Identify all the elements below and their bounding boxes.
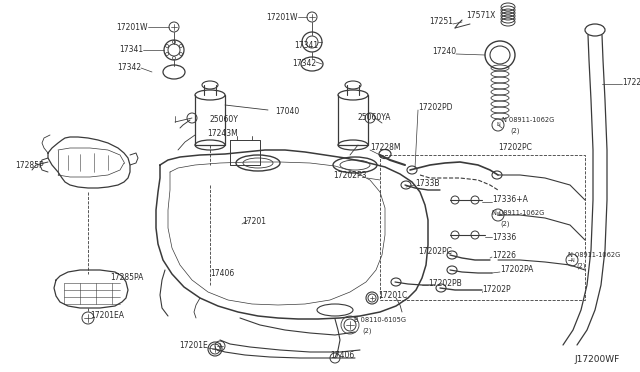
Text: 17202PB: 17202PB: [428, 279, 461, 288]
Text: 1733B: 1733B: [415, 179, 440, 187]
Text: 17201W: 17201W: [266, 13, 298, 22]
Text: 17201C: 17201C: [378, 292, 407, 301]
Text: 17201: 17201: [242, 218, 266, 227]
Text: N: N: [496, 122, 500, 128]
Text: B 08110-6105G: B 08110-6105G: [354, 317, 406, 323]
Text: 17201W: 17201W: [116, 23, 148, 32]
Text: 17202PC: 17202PC: [498, 144, 532, 153]
Text: 17202PC: 17202PC: [418, 247, 452, 257]
Text: 17202PD: 17202PD: [418, 103, 452, 112]
Text: N 08911-1062G: N 08911-1062G: [502, 117, 554, 123]
Text: 17341: 17341: [294, 41, 318, 49]
Text: 17285P: 17285P: [15, 160, 44, 170]
Text: 17202PA: 17202PA: [500, 266, 533, 275]
Text: 17251: 17251: [429, 17, 453, 26]
Bar: [380, 155, 585, 300]
Text: 17201EA: 17201EA: [90, 311, 124, 321]
Text: 25060YA: 25060YA: [358, 113, 392, 122]
Text: 17341: 17341: [119, 45, 143, 55]
Text: 17342: 17342: [117, 64, 141, 73]
Text: 17243M: 17243M: [207, 128, 238, 138]
Text: 17571X: 17571X: [466, 10, 495, 19]
Text: J17200WF: J17200WF: [575, 356, 620, 365]
Text: (2): (2): [576, 263, 586, 269]
Text: N: N: [570, 257, 574, 263]
Text: 17406: 17406: [210, 269, 234, 278]
Text: (2): (2): [362, 328, 371, 334]
Text: N 08911-1062G: N 08911-1062G: [568, 252, 620, 258]
Text: 17040: 17040: [275, 108, 300, 116]
Text: 17202P: 17202P: [482, 285, 511, 295]
Text: 17202P3: 17202P3: [333, 171, 367, 180]
Text: 17228M: 17228M: [370, 144, 401, 153]
Text: N 08911-1062G: N 08911-1062G: [492, 210, 544, 216]
Text: (2): (2): [500, 221, 509, 227]
Text: 17406: 17406: [330, 352, 355, 360]
Text: 17342: 17342: [292, 58, 316, 67]
Text: N: N: [496, 212, 500, 218]
Text: 25060Y: 25060Y: [209, 115, 238, 125]
Text: 17226: 17226: [492, 250, 516, 260]
Text: 17240: 17240: [432, 48, 456, 57]
Text: 17336: 17336: [492, 234, 516, 243]
Text: 17220Q: 17220Q: [622, 77, 640, 87]
Text: 17285PA: 17285PA: [110, 273, 143, 282]
Text: 17201E: 17201E: [179, 341, 208, 350]
Text: (2): (2): [510, 128, 520, 134]
Text: 17336+A: 17336+A: [492, 196, 528, 205]
